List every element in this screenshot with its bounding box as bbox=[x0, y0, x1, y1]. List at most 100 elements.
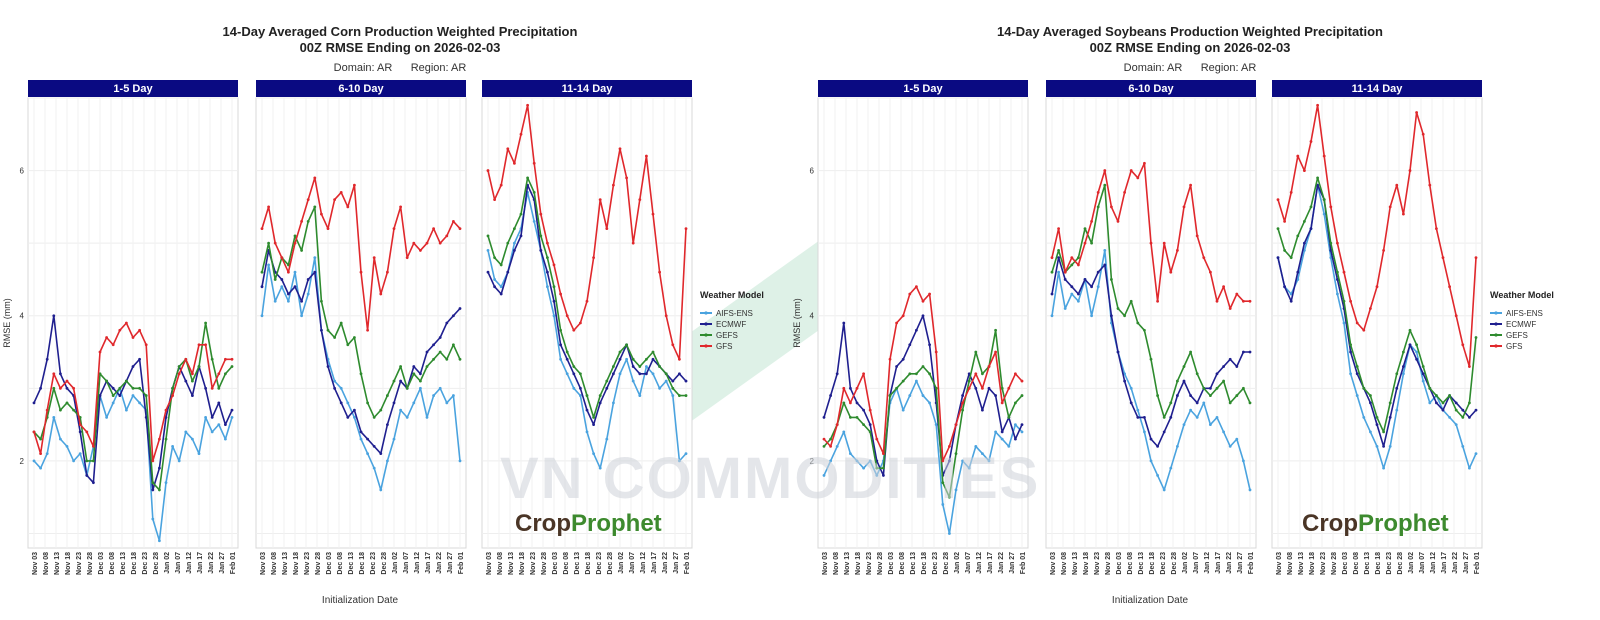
data-point-aifs-ens bbox=[131, 394, 135, 397]
data-point-ecmwf bbox=[306, 278, 310, 281]
data-point-gefs bbox=[1189, 350, 1192, 354]
data-point-gfs bbox=[671, 343, 675, 347]
data-point-aifs-ens bbox=[1077, 299, 1080, 303]
data-point-gfs bbox=[1303, 169, 1306, 172]
data-point-gefs bbox=[612, 365, 615, 368]
data-point-ecmwf bbox=[565, 357, 569, 361]
x-tick-label: Nov 03 bbox=[260, 552, 267, 575]
legend-item-label: GFS bbox=[1506, 342, 1522, 351]
data-point-ecmwf bbox=[895, 365, 898, 368]
data-point-gfs bbox=[1070, 256, 1074, 260]
data-point-gefs bbox=[974, 350, 978, 354]
x-tick-label: Nov 23 bbox=[530, 552, 537, 575]
data-point-ecmwf bbox=[210, 415, 214, 419]
data-point-gefs bbox=[967, 379, 971, 383]
data-point-gfs bbox=[921, 299, 925, 303]
data-point-gefs bbox=[1303, 219, 1306, 223]
data-point-gefs bbox=[333, 336, 336, 339]
data-point-gefs bbox=[1070, 263, 1074, 267]
data-point-aifs-ens bbox=[386, 459, 389, 463]
data-point-gefs bbox=[954, 452, 958, 456]
data-point-gfs bbox=[399, 205, 402, 209]
data-point-ecmwf bbox=[1303, 241, 1306, 245]
data-point-ecmwf bbox=[631, 365, 635, 368]
data-point-gfs bbox=[625, 176, 628, 180]
data-point-gefs bbox=[1428, 386, 1432, 390]
data-point-gefs bbox=[1283, 249, 1286, 252]
data-point-aifs-ens bbox=[486, 249, 490, 252]
x-tick-label: Feb 01 bbox=[230, 552, 237, 574]
data-point-aifs-ens bbox=[359, 437, 363, 441]
data-point-aifs-ens bbox=[184, 430, 188, 434]
data-point-aifs-ens bbox=[552, 314, 556, 318]
data-point-ecmwf bbox=[1096, 270, 1100, 274]
data-point-aifs-ens bbox=[961, 459, 964, 463]
data-point-gfs bbox=[612, 183, 615, 187]
x-tick-label: Dec 03 bbox=[552, 552, 559, 575]
data-point-aifs-ens bbox=[412, 401, 416, 405]
data-point-gfs bbox=[1014, 372, 1017, 376]
data-point-ecmwf bbox=[419, 372, 422, 376]
x-tick-label: Jan 12 bbox=[1204, 552, 1211, 574]
data-point-ecmwf bbox=[217, 401, 221, 405]
data-point-aifs-ens bbox=[210, 430, 214, 434]
data-point-gfs bbox=[412, 241, 416, 245]
data-point-gefs bbox=[1316, 176, 1319, 180]
x-tick-label: Dec 03 bbox=[98, 552, 105, 575]
data-point-aifs-ens bbox=[1020, 430, 1024, 434]
data-point-aifs-ens bbox=[111, 401, 115, 405]
x-tick-label: Jan 17 bbox=[1441, 552, 1448, 574]
data-point-gefs bbox=[1382, 430, 1385, 434]
data-point-ecmwf bbox=[191, 394, 194, 397]
data-point-aifs-ens bbox=[1461, 444, 1465, 448]
data-point-gfs bbox=[1235, 292, 1239, 296]
x-tick-label: Jan 22 bbox=[1226, 552, 1233, 574]
data-point-gefs bbox=[1209, 394, 1212, 397]
data-point-aifs-ens bbox=[300, 314, 303, 318]
data-point-ecmwf bbox=[158, 466, 161, 470]
data-point-gfs bbox=[901, 314, 905, 318]
data-point-aifs-ens bbox=[306, 292, 310, 296]
data-point-gfs bbox=[1349, 299, 1352, 303]
x-tick-label: Dec 18 bbox=[1149, 552, 1156, 575]
data-point-ecmwf bbox=[138, 357, 142, 361]
data-point-gefs bbox=[1388, 401, 1392, 405]
domain-label: Domain: AR bbox=[333, 62, 393, 74]
data-point-gefs bbox=[320, 299, 323, 303]
data-point-ecmwf bbox=[1110, 314, 1113, 318]
data-point-ecmwf bbox=[39, 386, 42, 390]
data-point-gfs bbox=[1103, 169, 1107, 172]
data-point-gefs bbox=[1176, 379, 1179, 383]
data-point-gefs bbox=[1090, 241, 1093, 245]
data-point-aifs-ens bbox=[399, 408, 402, 412]
x-tick-label: Jan 12 bbox=[1430, 552, 1437, 574]
data-point-gefs bbox=[1408, 328, 1412, 332]
data-point-aifs-ens bbox=[664, 379, 668, 383]
data-point-gfs bbox=[267, 205, 270, 209]
data-point-aifs-ens bbox=[981, 452, 984, 456]
data-point-gefs bbox=[353, 336, 356, 339]
data-point-ecmwf bbox=[78, 430, 82, 434]
data-point-aifs-ens bbox=[493, 278, 496, 281]
data-point-gfs bbox=[425, 241, 429, 245]
data-point-gfs bbox=[618, 147, 622, 151]
data-point-gfs bbox=[306, 198, 310, 202]
data-point-ecmwf bbox=[1215, 372, 1219, 376]
data-point-ecmwf bbox=[678, 372, 681, 376]
data-point-gefs bbox=[1415, 343, 1418, 347]
data-point-aifs-ens bbox=[1063, 307, 1067, 310]
data-point-aifs-ens bbox=[638, 394, 642, 397]
data-point-ecmwf bbox=[1461, 408, 1465, 412]
x-tick-label: Nov 03 bbox=[32, 552, 39, 575]
x-tick-label: Dec 08 bbox=[563, 552, 570, 575]
data-point-ecmwf bbox=[118, 394, 122, 397]
data-point-gefs bbox=[1129, 299, 1133, 303]
data-point-aifs-ens bbox=[928, 401, 931, 405]
data-point-gfs bbox=[493, 198, 496, 202]
data-point-ecmwf bbox=[519, 234, 523, 238]
data-point-gfs bbox=[1283, 219, 1286, 223]
data-point-aifs-ens bbox=[1235, 437, 1239, 441]
data-point-gfs bbox=[888, 357, 892, 361]
data-point-gfs bbox=[138, 328, 142, 332]
data-point-ecmwf bbox=[1235, 365, 1239, 368]
